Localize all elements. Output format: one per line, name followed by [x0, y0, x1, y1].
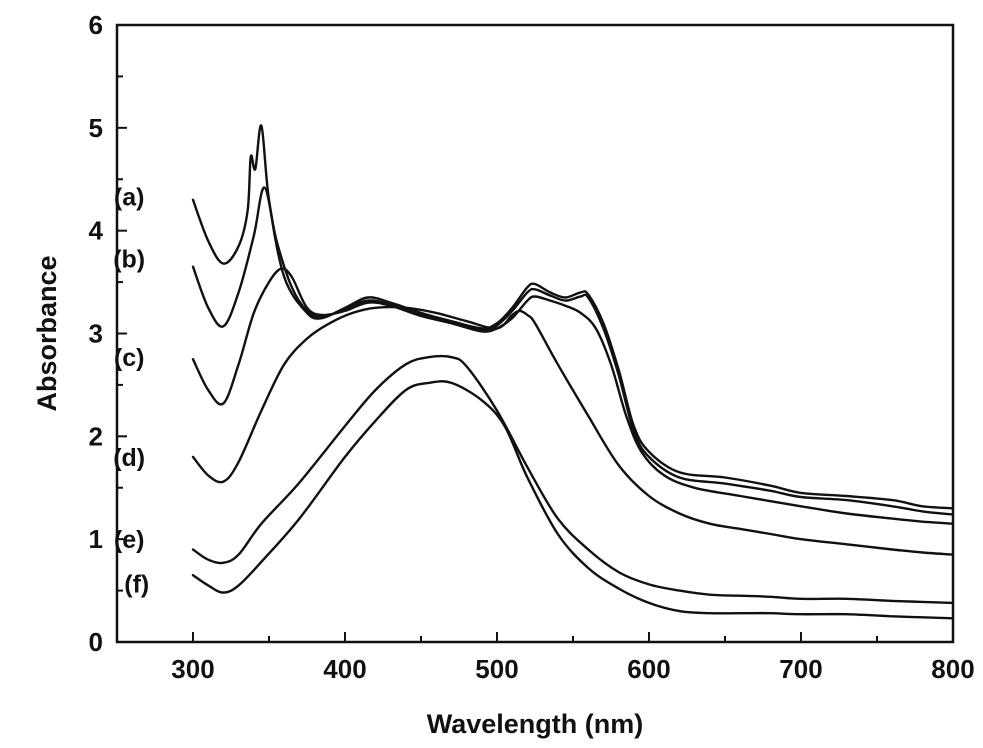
series-line-e	[191, 354, 955, 605]
x-tick-label: 700	[779, 654, 822, 684]
curve-label-a: (a)	[114, 184, 145, 212]
x-tick-label: 800	[931, 654, 974, 684]
curve-label-f: (f)	[124, 570, 149, 598]
series-line-c	[191, 267, 955, 525]
series-line-a	[191, 124, 955, 510]
curve-labels: (a) (b) (c) (d) (e) (f)	[113, 184, 149, 599]
x-axis-title: Wavelength (nm)	[427, 709, 644, 739]
series-line-d	[191, 305, 955, 556]
y-tick-label: 3	[89, 319, 103, 349]
y-tick-label: 0	[89, 627, 103, 657]
curve-label-c: (c)	[114, 344, 145, 372]
x-tick-label: 300	[171, 654, 214, 684]
x-tick-label: 500	[475, 654, 518, 684]
y-tick-label: 5	[89, 113, 103, 143]
x-tick-label: 400	[323, 654, 366, 684]
curve-label-b: (b)	[113, 245, 145, 273]
x-tick-label: 600	[627, 654, 670, 684]
y-tick-label: 2	[89, 421, 103, 451]
y-tick-label: 1	[89, 524, 103, 554]
y-tick-label: 6	[89, 10, 103, 40]
curve-label-d: (d)	[113, 444, 145, 472]
series-group	[191, 124, 955, 620]
series-line-f	[191, 380, 955, 620]
y-axis-title: Absorbance	[32, 255, 62, 411]
curve-label-e: (e)	[114, 526, 145, 554]
series-line-b	[191, 186, 955, 516]
axis-ticks: 300 400 500 600 700 800 0 1 2 3 4 5 6	[89, 10, 975, 684]
y-tick-label: 4	[89, 216, 104, 246]
